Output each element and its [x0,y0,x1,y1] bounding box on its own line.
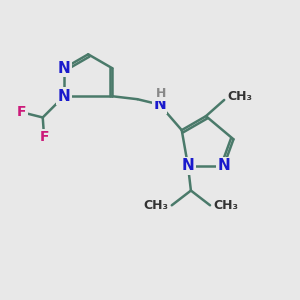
Text: N: N [218,158,230,173]
Text: N: N [58,89,70,104]
Text: F: F [17,105,26,119]
Text: CH₃: CH₃ [227,91,252,103]
Text: N: N [182,158,194,173]
Text: N: N [153,97,166,112]
Text: F: F [40,130,49,144]
Text: CH₃: CH₃ [144,199,169,212]
Text: H: H [156,87,166,100]
Text: N: N [58,61,70,76]
Text: CH₃: CH₃ [213,199,238,212]
